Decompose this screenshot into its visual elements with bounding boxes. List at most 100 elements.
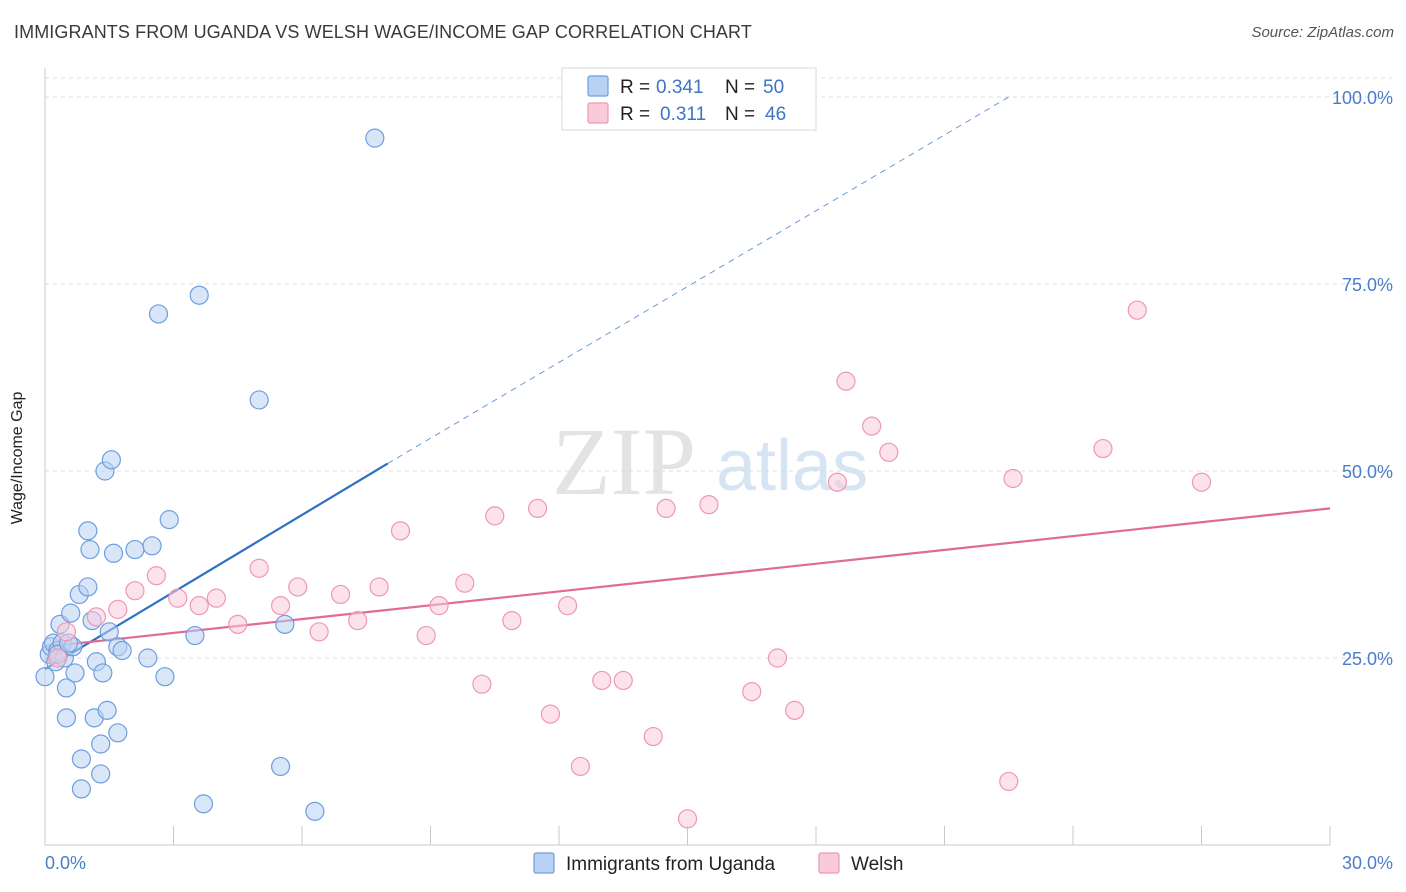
point-uganda [125, 539, 145, 560]
point-uganda [148, 304, 169, 324]
point-welsh [1127, 300, 1147, 320]
point-welsh [146, 566, 166, 586]
chart-source: Source: ZipAtlas.com [1251, 24, 1394, 41]
grid [45, 77, 1392, 659]
trend-line-uganda-extension [387, 96, 1010, 464]
point-uganda [65, 663, 85, 683]
point-welsh [48, 648, 68, 668]
point-welsh [108, 599, 128, 619]
point-welsh [557, 596, 578, 616]
point-uganda [91, 764, 111, 784]
point-welsh [125, 581, 145, 601]
point-uganda [80, 539, 100, 560]
trend-lines [44, 96, 1331, 671]
point-uganda [270, 756, 291, 777]
point-welsh [390, 521, 411, 541]
data-points [35, 128, 1212, 829]
point-uganda [142, 536, 162, 556]
point-welsh [836, 371, 856, 391]
legend: R = 0.341 N = 50 R = 0.311 N = 46 [561, 67, 817, 131]
point-welsh [879, 442, 899, 462]
point-welsh [699, 495, 719, 515]
point-welsh [309, 622, 329, 642]
x-tick-label: 30.0% [1342, 853, 1393, 873]
axes [44, 68, 1331, 846]
y-tick-label: 75.0% [1342, 275, 1393, 295]
point-uganda [97, 700, 117, 720]
legend-r-value-welsh: 0.311 [660, 104, 706, 125]
point-welsh [189, 596, 209, 616]
watermark-zip: ZIP [552, 408, 696, 515]
point-welsh [330, 584, 351, 605]
point-welsh [416, 625, 436, 646]
legend-r-value-uganda: 0.341 [656, 77, 704, 98]
point-welsh [656, 498, 676, 518]
legend-n-value-welsh: 46 [765, 104, 786, 125]
point-welsh [86, 607, 107, 627]
point-uganda [78, 521, 98, 541]
point-welsh [767, 648, 788, 668]
point-uganda [193, 794, 214, 814]
point-uganda [56, 708, 77, 728]
point-uganda [305, 801, 325, 821]
trend-line-uganda [44, 462, 389, 671]
point-welsh [1093, 438, 1113, 459]
point-welsh [270, 596, 291, 616]
legend-n-label-uganda: N = [725, 77, 755, 98]
legend-n-value-uganda: 50 [763, 77, 784, 98]
point-uganda [159, 510, 179, 530]
point-uganda [93, 663, 113, 683]
legend-r-label-uganda: R = [620, 77, 650, 98]
point-welsh [288, 577, 308, 597]
legend-swatch-uganda [587, 75, 609, 97]
point-welsh [613, 670, 633, 691]
point-uganda [185, 625, 205, 646]
y-tick-label: 25.0% [1342, 649, 1393, 669]
point-welsh [206, 588, 226, 608]
x-tick-label: 0.0% [45, 853, 86, 873]
y-tick-label: 50.0% [1342, 462, 1393, 482]
chart-title: IMMIGRANTS FROM UGANDA VS WELSH WAGE/INC… [14, 22, 752, 42]
point-uganda [155, 667, 175, 687]
point-welsh [1191, 472, 1212, 492]
point-uganda [78, 577, 98, 597]
point-welsh [348, 610, 368, 631]
point-uganda [61, 603, 81, 623]
point-uganda [365, 128, 385, 148]
bottom-legend-swatch-uganda [533, 852, 555, 874]
point-uganda [71, 779, 92, 799]
point-welsh [540, 704, 561, 724]
y-tick-label: 100.0% [1332, 88, 1393, 108]
point-uganda [108, 723, 128, 743]
point-welsh [1003, 468, 1023, 489]
point-welsh [570, 756, 591, 777]
point-welsh [485, 506, 505, 526]
point-welsh [249, 558, 269, 578]
bottom-legend-label-uganda: Immigrants from Uganda [566, 854, 776, 875]
point-welsh [999, 771, 1019, 792]
watermark-atlas: atlas [716, 426, 868, 506]
point-welsh [643, 726, 663, 747]
point-uganda [275, 614, 295, 634]
point-uganda [56, 678, 77, 698]
point-uganda [103, 543, 124, 563]
tick-labels: 0.0% 30.0% 25.0% 50.0% 75.0% 100.0% [45, 88, 1393, 873]
point-welsh [455, 573, 475, 593]
point-uganda [138, 648, 158, 668]
point-welsh [228, 614, 248, 634]
legend-n-label-welsh: N = [725, 104, 755, 125]
point-welsh [862, 416, 882, 436]
point-uganda [249, 390, 269, 410]
point-welsh [168, 588, 188, 608]
legend-r-label-welsh: R = [620, 104, 650, 125]
point-welsh [429, 596, 449, 616]
legend-swatch-welsh [587, 102, 609, 124]
point-uganda [35, 667, 55, 687]
bottom-legend: Immigrants from Uganda Welsh [533, 852, 903, 875]
point-uganda [189, 285, 209, 305]
point-welsh [502, 610, 522, 631]
watermark: ZIP atlas [552, 408, 868, 515]
point-welsh [742, 682, 762, 702]
trend-line-welsh [44, 507, 1331, 648]
